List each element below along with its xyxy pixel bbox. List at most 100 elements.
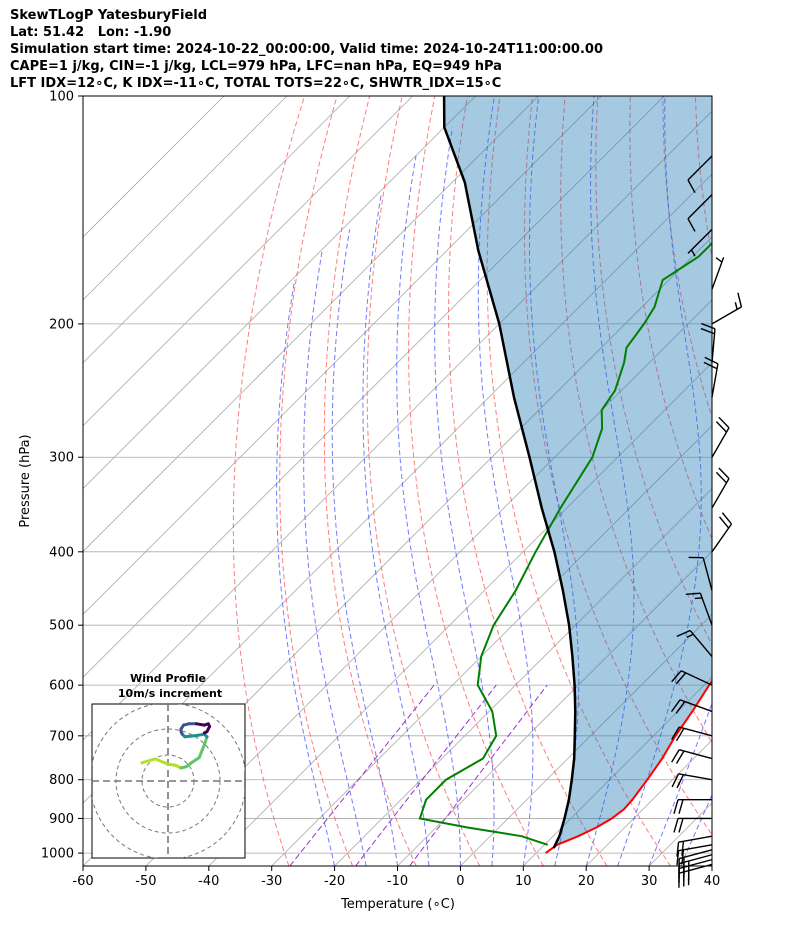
wind-barb-half-flag: [715, 257, 723, 263]
wind-barb: [676, 629, 713, 657]
dry-adiabat-line: [486, 96, 672, 866]
wind-barb-staff: [678, 773, 713, 781]
wind-barb-flag: [715, 471, 728, 484]
isotherm-line: [334, 488, 712, 866]
mixing-ratio-line: [355, 684, 497, 866]
title-line-2: Lat: 51.42 Lon: -1.90: [10, 25, 172, 40]
title-line-4: CAPE=1 j/kg, CIN=-1 j/kg, LCL=979 hPa, L…: [10, 59, 502, 74]
wind-barb-flag: [687, 218, 696, 232]
wind-barb-staff: [689, 630, 713, 657]
dry-adiabat-line: [728, 96, 794, 866]
wind-barb-flag: [685, 592, 701, 595]
isotherm-line: [83, 96, 288, 301]
wind-barb-staff: [678, 726, 713, 737]
wind-barb-staff: [680, 670, 713, 686]
wind-barb-staff: [678, 858, 713, 870]
wind-barb-flag: [721, 512, 733, 525]
wind-barb: [687, 228, 713, 257]
wind-barb-flag: [671, 749, 680, 763]
x-tick-label: -40: [198, 874, 219, 889]
title-line-1: SkewTLogP YatesburyField: [10, 8, 208, 23]
moist-adiabat-line: [276, 279, 336, 866]
wind-barb: [711, 512, 733, 553]
wind-barb-staff: [711, 523, 733, 553]
x-tick-label: -50: [135, 874, 156, 889]
y-tick-label: 800: [49, 773, 74, 788]
wind-barb-staff: [711, 427, 730, 458]
wind-barb-flag: [676, 774, 685, 789]
wind-barb: [711, 416, 730, 458]
isotherm-line: [83, 96, 539, 553]
moist-adiabat-line: [680, 793, 712, 866]
wind-barb-staff: [678, 849, 713, 860]
wind-barb: [673, 798, 712, 814]
wind-barb-flag: [671, 670, 682, 683]
hodograph-area: [92, 704, 245, 858]
wind-barb-flag: [675, 701, 686, 714]
wind-barb-flag: [704, 356, 719, 365]
y-tick-label: 900: [49, 812, 74, 827]
wind-barb: [671, 773, 713, 789]
wind-barb: [687, 194, 713, 232]
dry-adiabat-line: [323, 96, 417, 866]
moist-adiabat-line: [648, 701, 712, 866]
plot-area: [83, 96, 794, 866]
isotherm-line: [83, 96, 413, 427]
isotherm-line: [460, 613, 712, 866]
isotherm-line: [83, 96, 225, 238]
wind-barb-flag: [737, 292, 743, 308]
wind-barb-flag: [671, 726, 680, 740]
wind-barb: [711, 257, 725, 290]
wind-barb-half-flag: [690, 249, 696, 257]
wind-barb-staff: [678, 854, 713, 865]
moist-adiabat-line: [529, 96, 580, 866]
wind-barb-half-flag: [686, 633, 694, 638]
hodograph-segment: [183, 734, 199, 739]
wind-barb-flag: [678, 818, 684, 833]
moist-adiabat-line: [331, 229, 398, 866]
dry-adiabat-line: [523, 96, 712, 836]
wind-barb-flag: [687, 179, 696, 194]
wind-barb: [671, 726, 713, 742]
x-tick-label: 20: [578, 874, 595, 889]
moist-adiabat-line: [396, 155, 461, 866]
wind-barb: [671, 670, 713, 686]
dry-adiabat-line: [408, 96, 544, 866]
y-tick-label: 300: [49, 451, 74, 466]
wind-barb-half-flag: [694, 597, 703, 600]
wind-barb-staff: [687, 228, 713, 254]
dry-adiabat-line: [366, 96, 481, 866]
x-tick-label: 0: [456, 874, 464, 889]
y-tick-label: 1000: [41, 847, 74, 862]
wind-barb: [703, 356, 719, 398]
dry-adiabat-line: [232, 96, 305, 866]
y-tick-label: 500: [49, 619, 74, 634]
dewpoint-line: [418, 241, 712, 846]
isotherm-line: [397, 550, 712, 866]
isotherm-line: [83, 110, 712, 741]
wind-barb-flag: [718, 516, 730, 529]
isotherm-line: [83, 96, 351, 364]
dry-adiabat-line: [560, 96, 712, 744]
wind-barb: [678, 849, 713, 874]
wind-barb: [676, 835, 713, 857]
wind-barb-flag: [700, 327, 715, 335]
moist-adiabat-line: [303, 250, 367, 866]
wind-barb-flag: [673, 799, 679, 814]
wind-barb-flag: [675, 727, 685, 742]
wind-barb: [676, 844, 713, 866]
wind-barb: [711, 467, 730, 509]
wind-barb-flag: [676, 850, 680, 866]
wind-barb-staff: [711, 306, 742, 325]
wind-barb-staff: [679, 699, 713, 713]
dry-adiabat-line: [595, 96, 712, 646]
dry-adiabat-line: [448, 96, 608, 866]
wind-barb: [711, 292, 743, 325]
wind-barb-staff: [687, 194, 713, 220]
mixing-ratio-line: [409, 684, 548, 866]
wind-barb: [687, 155, 713, 194]
x-tick-label: -60: [72, 874, 93, 889]
wind-barb-staff: [711, 257, 725, 290]
isotherm-line: [145, 299, 712, 866]
